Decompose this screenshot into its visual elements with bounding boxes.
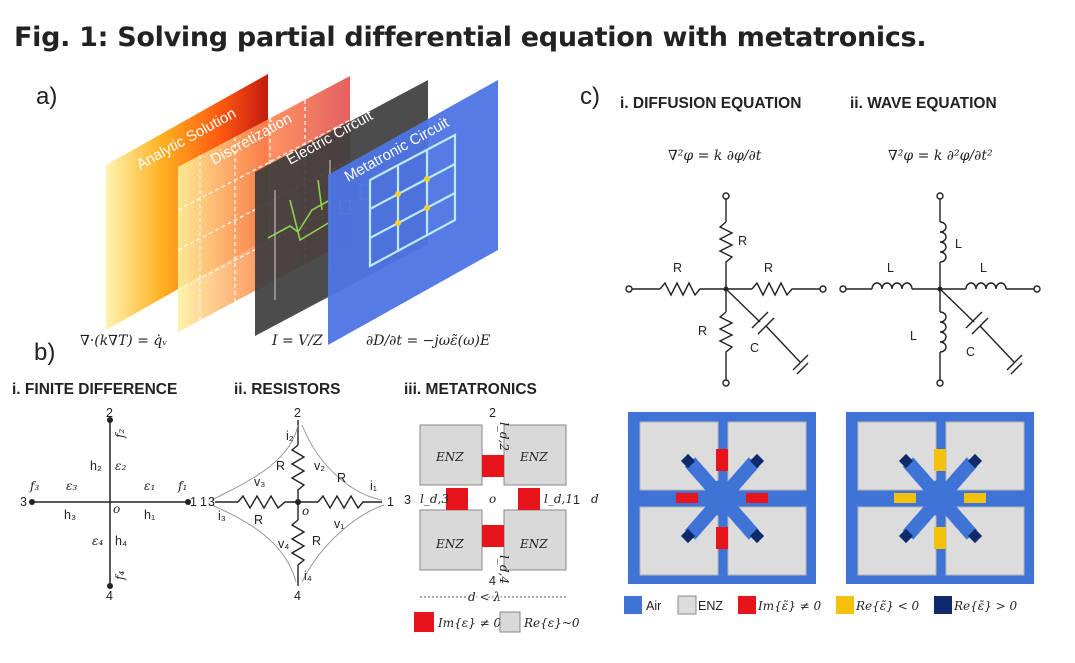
panel-a-letter: a) [36,83,57,110]
fd-node-o: o [113,502,120,516]
meta-enz-2: ENZ [519,450,548,464]
res-i3: i₃ [218,509,226,523]
wave-metatronic-layout [846,412,1034,584]
fd-h4: h₄ [115,534,127,548]
res-node-3: 3 [208,495,215,509]
eq-diffusion: ∇²φ = k ∂φ/∂t [668,148,762,164]
resistor-network [211,420,385,586]
meta-l1: l_d,1 [544,492,573,506]
res-node-1: 1 [387,495,394,509]
legend-im: Im{ε̃} ≠ 0 [757,599,822,613]
res-r-bottom: R [312,534,321,548]
meta-d-lambda: d < λ [468,590,501,604]
wave-c: C [966,345,975,359]
res-v4: v₄ [278,537,289,551]
sub-wave-equation: ii. WAVE EQUATION [850,95,997,112]
fd-node-1: 1 [190,495,197,509]
diff-r-right: R [764,261,773,275]
meta-legend-swatch-im [414,612,434,632]
diff-r-top: R [738,234,747,248]
meta-legend-swatch-re [499,611,521,633]
meta-legend-re: Re{ε}~0 [523,616,580,630]
figure-title: Fig. 1: Solving partial differential equ… [14,22,927,53]
legend-enz: ENZ [698,599,723,613]
fd-eps4: ε₄ [92,534,103,548]
sub-diffusion-equation: i. DIFFUSION EQUATION [620,95,801,112]
legend-swatch-im [738,596,756,614]
legend-swatch-re-neg [836,596,854,614]
meta-node-2: 2 [489,406,496,420]
legend-swatch-re-pos [934,596,952,614]
res-i2: i₂ [286,429,294,443]
wave-lc-circuit [839,192,1041,387]
diff-c: C [750,341,759,355]
wave-l-top: L [955,237,962,251]
res-node-1-left: 1 [200,495,207,509]
legend-re-neg: Re{ε̃} < 0 [855,599,920,613]
meta-d: d [591,492,599,506]
wave-l-right: L [980,261,987,275]
eq-wave: ∇²φ = k ∂²φ/∂t² [888,148,993,164]
res-r-left: R [254,513,263,527]
fd-f3: f₃ [29,479,39,493]
panel-c-legend: Air ENZ Im{ε̃} ≠ 0 Re{ε̃} < 0 Re{ε̃} > 0 [624,595,1018,615]
meta-l3: l_d,3 [420,492,449,506]
metatronics-stencil: ENZ ENZ ENZ ENZ 2 3 1 4 o l_d,1 l_d,2 l_… [404,406,599,633]
res-node-4: 4 [294,589,301,603]
legend-air: Air [646,599,661,613]
fd-h2: h₂ [90,459,102,473]
resistor-network-labels: 1 3 1 2 4 o R R R R v₁ v₂ v₃ v₄ i₁ i₂ i₃… [200,406,394,603]
panel-c-letter: c) [580,83,600,110]
sub-finite-difference: i. FINITE DIFFERENCE [12,381,177,398]
diff-r-left: R [673,261,682,275]
fd-h3: h₃ [64,508,76,522]
res-v1: v₁ [334,517,344,531]
wave-l-bottom: L [910,329,917,343]
meta-node-1: 1 [573,493,580,507]
fd-node-3: 3 [20,495,27,509]
meta-l4: l_d,4 [497,555,511,584]
meta-node-4: 4 [489,574,496,588]
fd-node-2: 2 [106,406,113,420]
eq-maxwell: ∂D/∂t = −jωε̃(ω)E [366,333,490,349]
diffusion-metatronic-layout [628,412,816,584]
fd-f1: f₁ [177,479,187,493]
res-node-2: 2 [294,406,301,420]
res-v3: v₃ [254,475,265,489]
eq-heat: ∇·(k∇T) = q̇ᵥ [80,333,168,349]
meta-node-3: 3 [404,493,411,507]
res-r-top: R [276,459,285,473]
res-node-o: o [302,504,309,518]
res-v2: v₂ [314,459,325,473]
meta-enz-3: ENZ [435,537,464,551]
meta-legend-im: Im{ε} ≠ 0 [437,616,502,630]
eq-ohm: I = V/Z [271,333,323,349]
meta-enz-4: ENZ [519,537,548,551]
res-r-right: R [337,471,346,485]
res-i4: i₄ [304,569,312,583]
legend-swatch-air [624,596,642,614]
wave-l-left: L [887,261,894,275]
fd-eps3: ε₃ [66,479,77,493]
fd-eps1: ε₁ [144,479,155,493]
fd-h1: h₁ [144,508,155,522]
legend-swatch-enz [677,595,697,615]
legend-re-pos: Re{ε̃} > 0 [953,599,1018,613]
diffusion-rc-circuit [625,192,827,387]
sub-metatronics: iii. METATRONICS [404,381,537,398]
meta-enz-1: ENZ [435,450,464,464]
fd-node-4: 4 [106,589,113,603]
finite-difference-stencil: 1 2 3 4 o f₁ f₂ f₃ f₄ h₁ h₂ h₃ h₄ ε₁ ε₂ … [20,406,197,603]
res-i1: i₁ [370,479,377,493]
meta-node-o: o [489,492,496,506]
diff-r-bottom: R [698,324,707,338]
fd-f2: f₂ [113,429,127,439]
sub-resistors: ii. RESISTORS [234,381,341,398]
meta-l2: l_d,2 [497,422,511,451]
fd-eps2: ε₂ [115,459,126,473]
fd-f4: f₄ [113,571,127,581]
panel-b-letter: b) [34,339,55,366]
